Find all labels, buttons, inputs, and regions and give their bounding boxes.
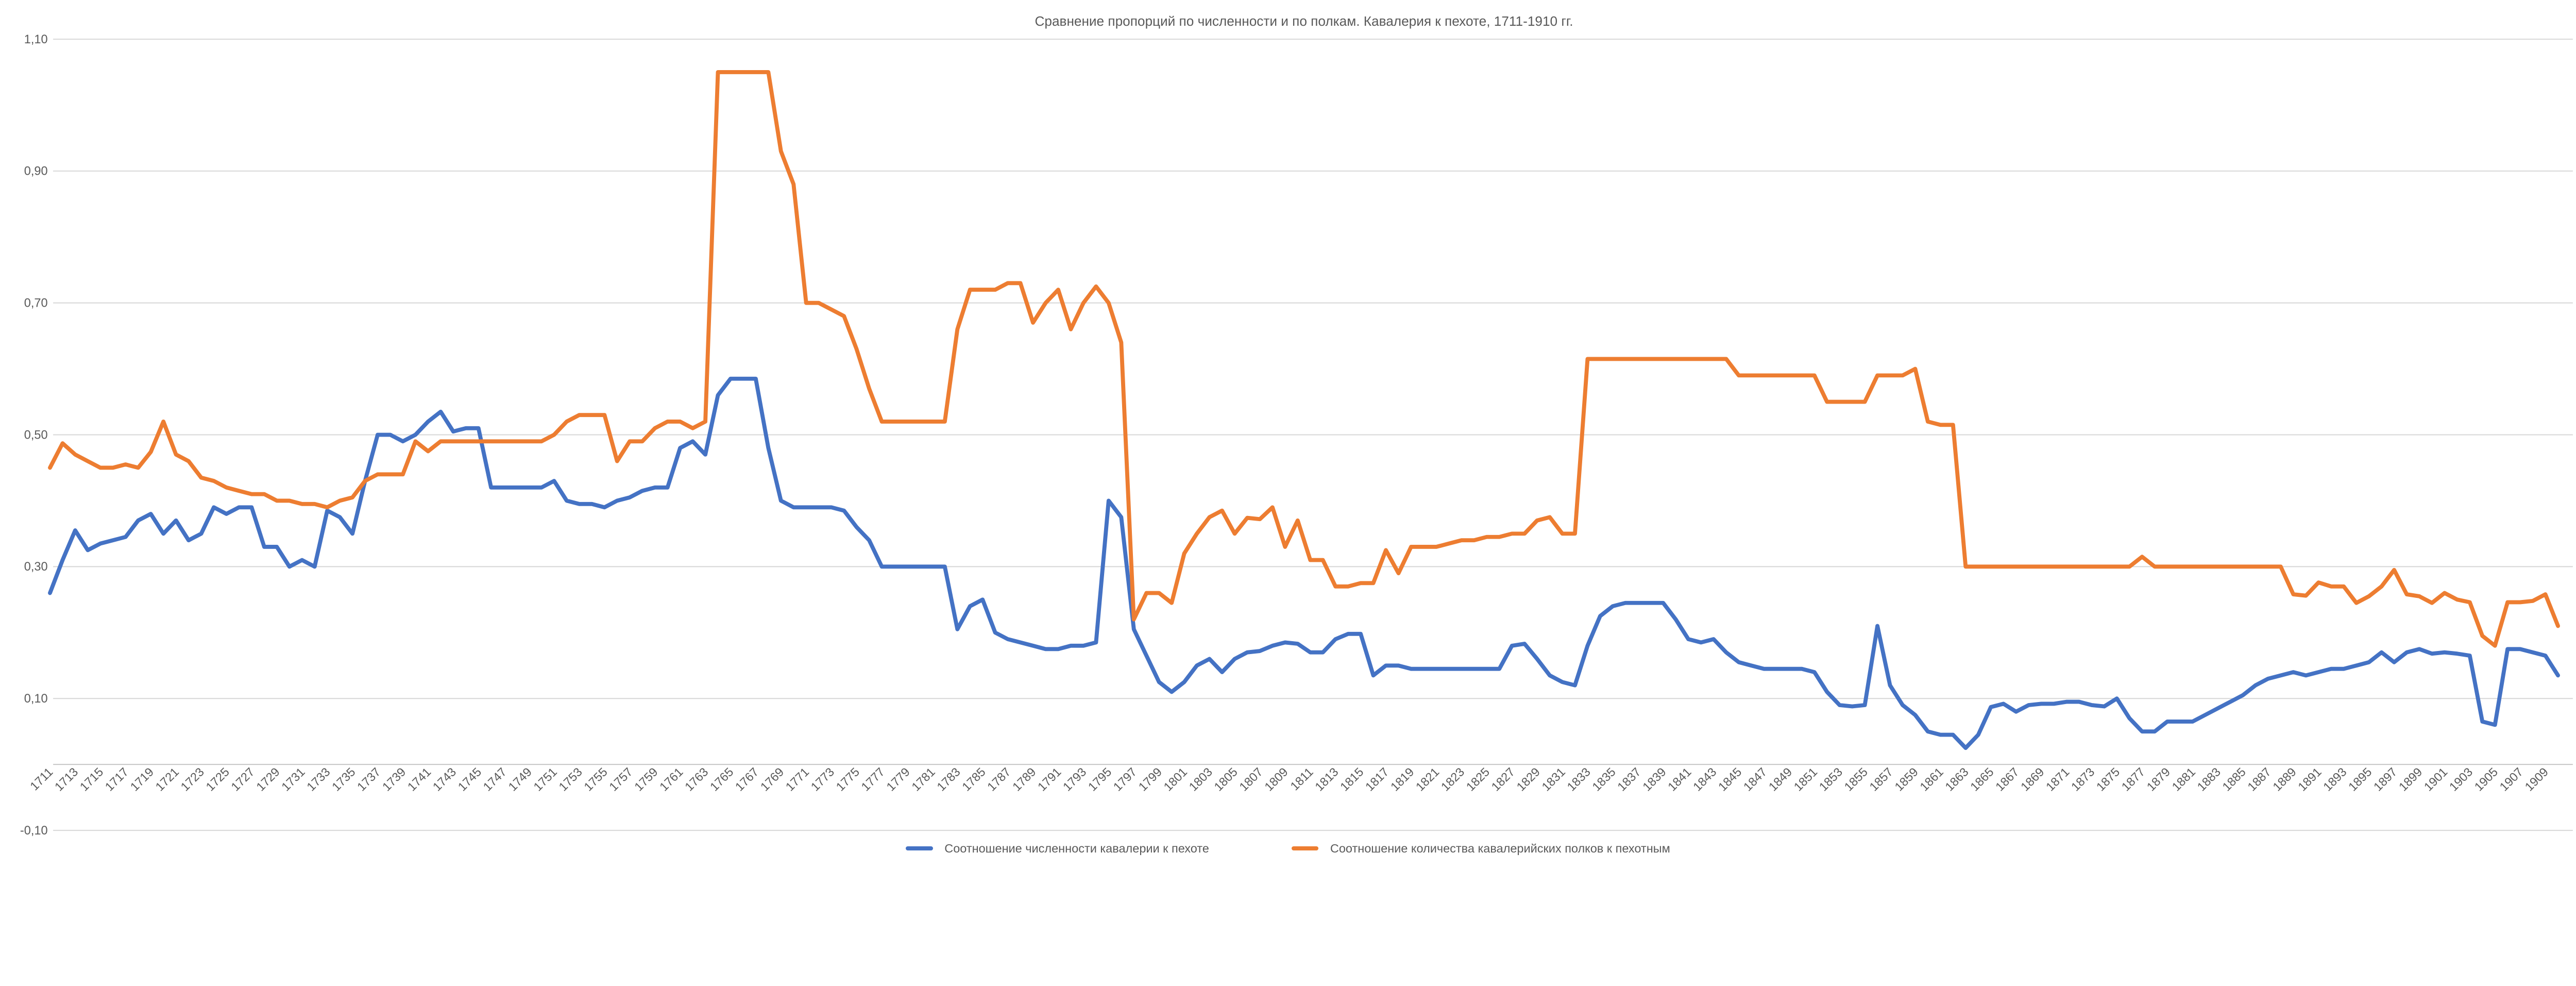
y-tick-label: 0,70 — [24, 296, 48, 310]
y-tick-label: -0,10 — [20, 824, 48, 837]
y-tick-label: 0,50 — [24, 428, 48, 441]
chart-canvas: 1,100,900,700,500,300,10-0,10 1711171317… — [0, 0, 2576, 861]
chart-title: Сравнение пропорций по численности и по … — [1035, 13, 1573, 29]
gridlines — [53, 38, 2573, 831]
y-tick-label: 1,10 — [24, 32, 48, 46]
line-chart: 1,10 0,90 0,70 0,50 0,30 0,10 -0,10 1711 1713 17… — [0, 0, 2576, 861]
series-lines — [48, 70, 2560, 750]
series-line-0 — [48, 376, 2560, 750]
chart-background — [0, 0, 2576, 861]
y-tick-label: 0,10 — [24, 692, 48, 705]
y-tick-label: 0,30 — [24, 560, 48, 573]
y-axis-labels: 1,10 0,90 0,70 0,50 0,30 0,10 -0,10 — [20, 32, 48, 837]
y-tick-label: 0,90 — [24, 164, 48, 178]
series-line-1 — [48, 70, 2560, 648]
